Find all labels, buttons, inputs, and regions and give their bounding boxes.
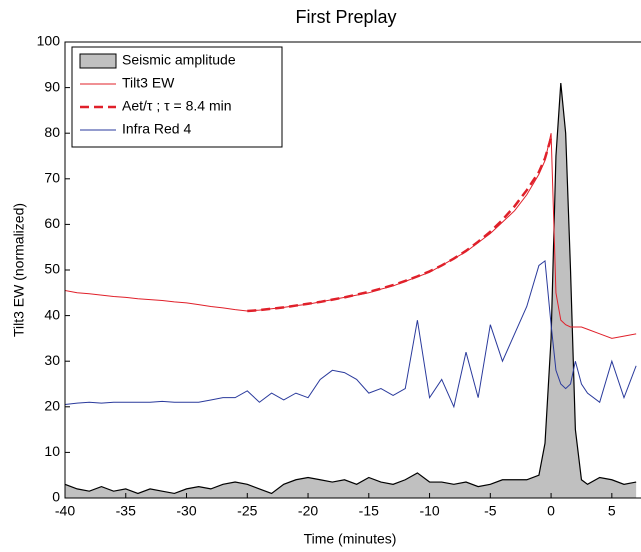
y-tick-label: 90 — [44, 78, 60, 94]
legend-label: Aet/τ ; τ = 8.4 min — [122, 98, 232, 114]
x-tick-label: -35 — [116, 503, 136, 519]
y-tick-label: 100 — [37, 33, 61, 49]
line — [65, 133, 637, 339]
y-tick-label: 10 — [44, 443, 60, 459]
legend-label: Infra Red 4 — [122, 121, 191, 137]
x-tick-label: -10 — [419, 503, 439, 519]
y-tick-label: 20 — [44, 398, 60, 414]
chart-title: First Preplay — [295, 7, 396, 27]
x-tick-label: -15 — [359, 503, 379, 519]
x-tick-label: -30 — [176, 503, 196, 519]
x-axis-label: Time (minutes) — [304, 531, 397, 547]
x-tick-label: 5 — [608, 503, 616, 519]
line — [247, 137, 553, 313]
x-tick-label: -40 — [55, 503, 75, 519]
y-tick-label: 80 — [44, 124, 60, 140]
y-tick-label: 30 — [44, 352, 60, 368]
legend-label: Seismic amplitude — [122, 52, 236, 68]
y-tick-label: 0 — [52, 489, 60, 505]
plot-area — [65, 82, 637, 498]
y-tick-label: 40 — [44, 306, 60, 322]
x-tick-label: -20 — [298, 503, 318, 519]
x-tick-label: -5 — [484, 503, 497, 519]
x-tick-label: -25 — [237, 503, 257, 519]
line — [65, 259, 637, 409]
x-tick-label: 0 — [547, 503, 555, 519]
legend-swatch — [79, 53, 117, 69]
y-tick-label: 60 — [44, 215, 60, 231]
y-tick-label: 50 — [44, 261, 60, 277]
legend-label: Tilt3 EW — [122, 75, 175, 91]
y-tick-label: 70 — [44, 170, 60, 186]
area-edge — [65, 82, 637, 495]
y-axis-label: Tilt3 EW (normalized) — [11, 203, 27, 337]
